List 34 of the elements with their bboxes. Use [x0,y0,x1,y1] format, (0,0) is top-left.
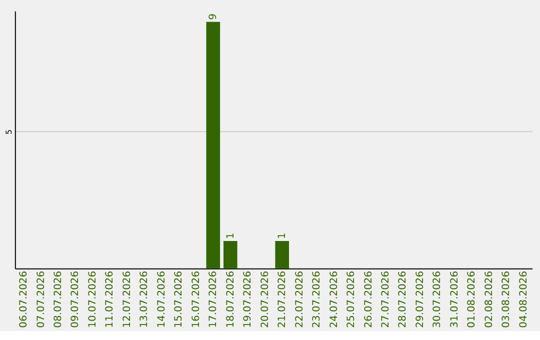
x-tick-label: 10.07.2026 [87,270,98,328]
data-label: 1 [225,232,236,240]
x-tick-label: 26.07.2026 [363,270,374,328]
x-tick-label: 06.07.2026 [18,270,30,328]
x-tick-label: 23.07.2026 [312,270,323,328]
x-tick-label: 08.07.2026 [52,270,64,328]
x-tick-label: 04.08.2026 [518,270,530,328]
x-tick-label: 11.07.2026 [104,270,116,328]
x-tick-label: 03.08.2026 [501,270,512,328]
x-tick-label: 01.08.2026 [466,270,478,328]
x-tick-label: 29.07.2026 [414,270,426,328]
x-tick-label: 28.07.2026 [398,270,409,328]
x-tick-label: 31.07.2026 [449,270,460,328]
x-tick-label: 19.07.2026 [242,270,254,328]
x-tick-label: 02.08.2026 [484,270,495,328]
x-tick-label: 22.07.2026 [294,270,306,328]
x-tick-label: 20.07.2026 [260,270,271,328]
x-tick-label: 09.07.2026 [70,270,82,328]
x-tick-label: 18.07.2026 [225,270,236,328]
x-tick-label: 30.07.2026 [432,270,444,328]
x-tick-label: 21.07.2026 [277,270,288,328]
x-tick-label: 17.07.2026 [208,270,220,328]
x-tick-label: 07.07.2026 [36,270,47,328]
x-tick-label: 16.07.2026 [190,270,202,328]
x-tick-label: 14.07.2026 [156,270,168,328]
x-tick-label: 15.07.2026 [174,270,185,328]
data-label: 9 [208,14,220,20]
x-tick-label: 25.07.2026 [346,270,358,328]
data-label: 1 [277,232,288,240]
y-tick-label: 5 [4,129,14,134]
x-tick-label: 27.07.2026 [380,270,392,328]
x-tick-label: 12.07.2026 [122,270,133,328]
x-tick-label: 24.07.2026 [328,270,340,328]
x-tick-label: 13.07.2026 [139,270,150,328]
